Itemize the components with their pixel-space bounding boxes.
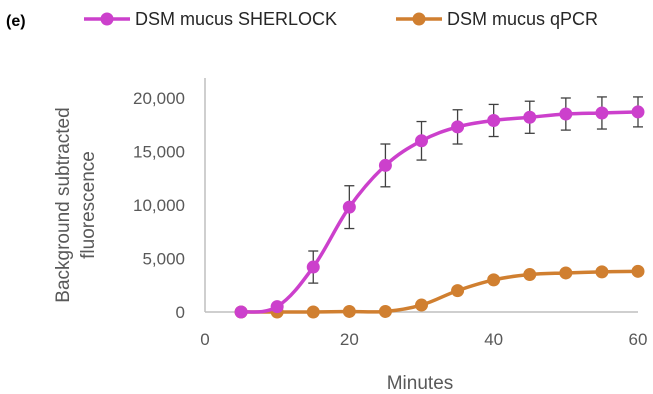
series-line-qpcr [241,269,639,314]
plot-area [234,96,645,319]
data-point-sherlock [234,305,248,319]
data-point-qpcr [342,304,356,318]
x-tick-label: 20 [340,330,359,349]
y-axis-title-line-2: fluorescence [78,151,99,259]
data-point-sherlock [559,107,573,121]
data-point-sherlock [595,106,609,120]
data-point-sherlock [451,120,465,134]
y-axis-title: Background subtracted fluorescence [53,107,99,302]
data-point-qpcr [523,268,537,282]
data-point-sherlock [378,158,392,172]
data-point-sherlock [631,105,645,119]
x-tick-labels: 0 20 40 60 [200,330,647,349]
y-tick-label: 15,000 [133,143,185,162]
data-point-sherlock [270,300,284,314]
x-tick-label: 0 [200,330,209,349]
data-point-sherlock [306,260,320,274]
series-line-sherlock [240,110,639,314]
data-point-sherlock [523,110,537,124]
y-tick-label: 20,000 [133,89,185,108]
legend-item-sherlock: DSM mucus SHERLOCK [84,9,337,29]
data-point-qpcr [451,284,465,298]
y-tick-label: 5,000 [142,250,185,269]
data-point-qpcr [559,266,573,280]
data-point-qpcr [378,304,392,318]
panel-label: (e) [6,13,26,30]
data-point-qpcr [415,298,428,312]
legend-swatch-marker [412,12,426,26]
data-point-qpcr [631,264,645,278]
data-point-qpcr [306,305,320,319]
x-tick-label: 40 [484,330,503,349]
legend-item-qpcr: DSM mucus qPCR [396,9,598,29]
data-point-sherlock [415,134,428,148]
y-tick-labels: 0 5,000 10,000 15,000 20,000 [133,89,185,322]
x-axis-title: Minutes [387,373,454,394]
data-point-qpcr [595,265,609,279]
legend-label: DSM mucus qPCR [447,9,598,29]
legend-swatch-marker [100,12,114,26]
series-sherlock [234,96,645,319]
legend: DSM mucus SHERLOCK DSM mucus qPCR [84,9,598,29]
data-point-sherlock [487,113,501,127]
data-point-qpcr [487,273,501,287]
y-tick-label: 0 [176,303,185,322]
legend-label: DSM mucus SHERLOCK [135,9,337,29]
x-tick-label: 60 [629,330,648,349]
y-tick-label: 10,000 [133,196,185,215]
data-point-sherlock [342,200,356,214]
y-axis-title-line-1: Background subtracted [53,107,74,302]
